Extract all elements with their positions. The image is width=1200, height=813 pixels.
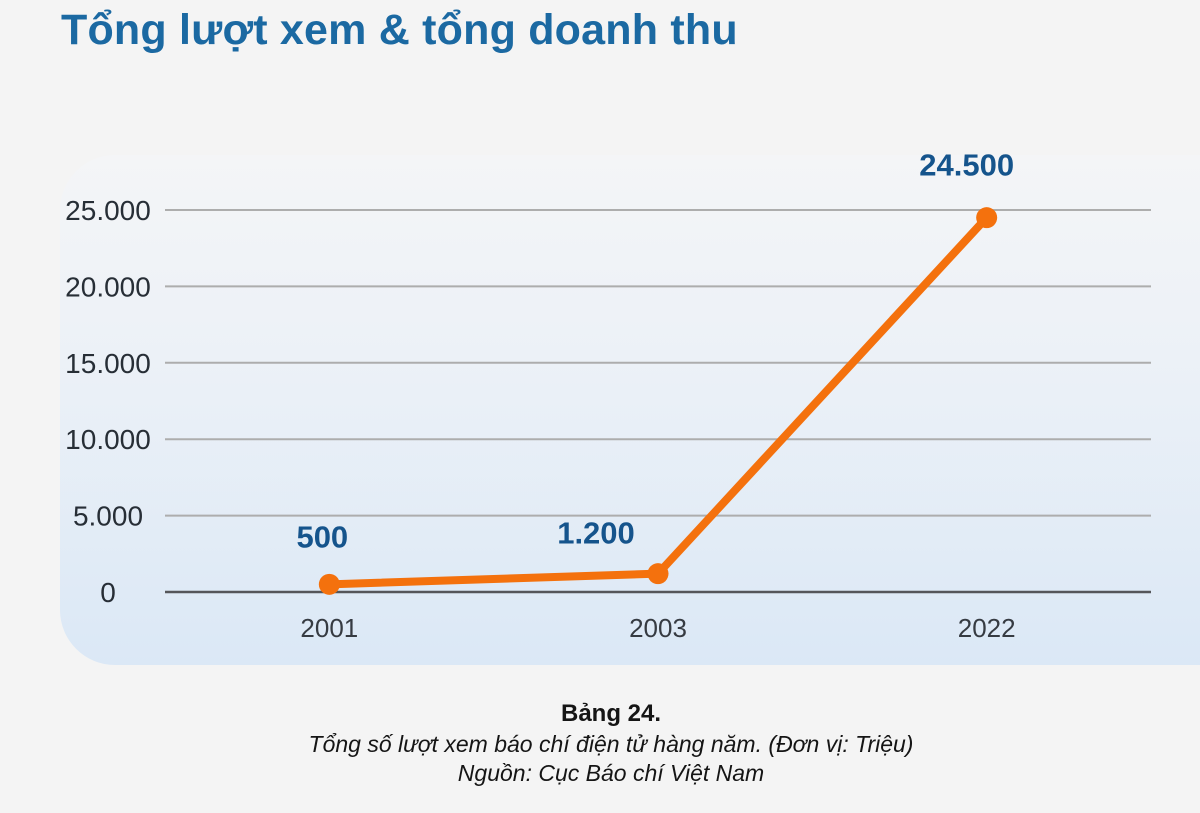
x-tick-label: 2022 [958,613,1016,643]
y-tick-label: 25.000 [65,195,151,226]
y-tick-label: 10.000 [65,424,151,455]
series-line [325,213,991,589]
x-tick-label: 2001 [300,613,358,643]
y-tick-label: 0 [100,577,116,608]
chart-panel [60,155,1200,665]
caption-label: Bảng 24. [560,700,662,727]
data-point-label: 500 [296,519,348,554]
data-point-marker [976,207,998,229]
caption-description: Tổng số lượt xem báo chí điện tử hàng nă… [308,731,914,757]
page-title: Tổng lượt xem & tổng doanh thu [61,6,738,54]
x-tick-label: 2003 [629,613,687,643]
data-point-marker [647,563,669,585]
chart-caption: Bảng 24. Tổng số lượt xem báo chí điện t… [11,699,1200,788]
data-point-marker [318,573,340,595]
y-tick-label: 5.000 [73,501,143,532]
data-point-label: 1.200 [557,516,635,551]
data-point-label: 24.500 [919,148,1014,183]
y-tick-label: 15.000 [65,348,151,379]
y-tick-label: 20.000 [65,271,151,302]
caption-source: Nguồn: Cục Báo chí Việt Nam [457,760,765,786]
